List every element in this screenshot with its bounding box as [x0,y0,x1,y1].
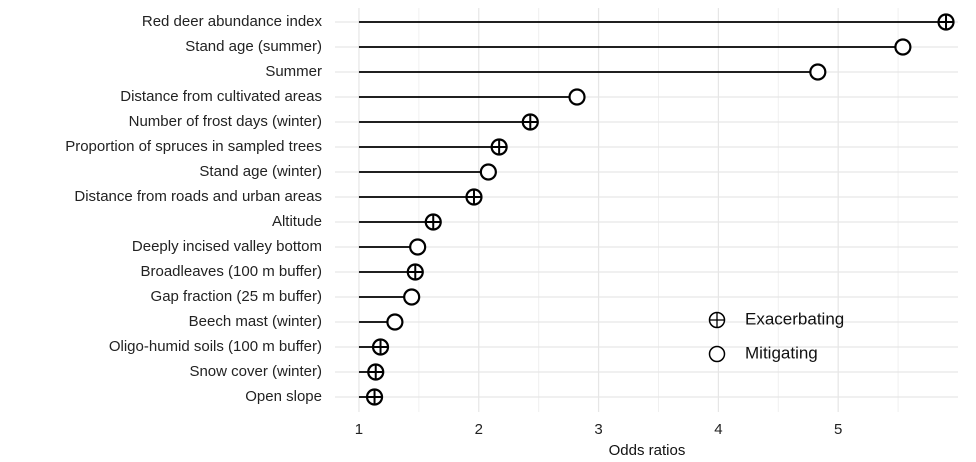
legend-marker [708,311,726,329]
marker-circle [409,238,427,256]
point [521,113,539,131]
y-tick-label: Proportion of spruces in sampled trees [65,138,322,155]
point [809,63,827,81]
y-tick-label: Gap fraction (25 m buffer) [151,288,322,305]
y-tick-label: Stand age (winter) [199,163,322,180]
marker-circle [809,63,827,81]
legend-label: Exacerbating [745,309,844,328]
point [465,188,483,206]
x-axis-title: Odds ratios [609,442,686,459]
legend-marker [708,345,726,363]
y-tick-label: Beech mast (winter) [189,313,322,330]
marker-circle [568,88,586,106]
marker-circle [403,288,421,306]
point [409,238,427,256]
marker-circle [894,38,912,56]
y-tick-label: Snow cover (winter) [189,363,322,380]
marker-circle [386,313,404,331]
point [490,138,508,156]
point [568,88,586,106]
legend-label: Mitigating [745,343,818,362]
point [367,363,385,381]
y-tick-label: Broadleaves (100 m buffer) [141,263,323,280]
point [371,338,390,356]
y-tick-label: Stand age (summer) [185,38,322,55]
x-tick-label: 1 [355,421,363,438]
y-tick-label: Distance from cultivated areas [120,88,322,105]
y-tick-label: Distance from roads and urban areas [74,188,322,205]
point [894,38,912,56]
y-tick-label: Number of frost days (winter) [129,113,322,130]
y-tick-label: Open slope [245,388,322,405]
point [386,313,404,331]
point [937,13,955,31]
point [365,388,384,406]
point [406,263,424,281]
x-tick-label: 5 [834,421,842,438]
x-tick-label: 4 [714,421,722,438]
y-tick-label: Altitude [272,213,322,230]
marker-circle [479,163,497,181]
y-tick-label: Deeply incised valley bottom [132,238,322,255]
y-tick-label: Oligo-humid soils (100 m buffer) [109,338,322,355]
marker-circle [708,345,726,363]
x-tick-label: 3 [594,421,602,438]
point [403,288,421,306]
point [479,163,497,181]
y-tick-label: Red deer abundance index [142,13,323,30]
point [424,213,442,231]
y-tick-label: Summer [265,63,322,80]
x-tick-label: 2 [475,421,483,438]
